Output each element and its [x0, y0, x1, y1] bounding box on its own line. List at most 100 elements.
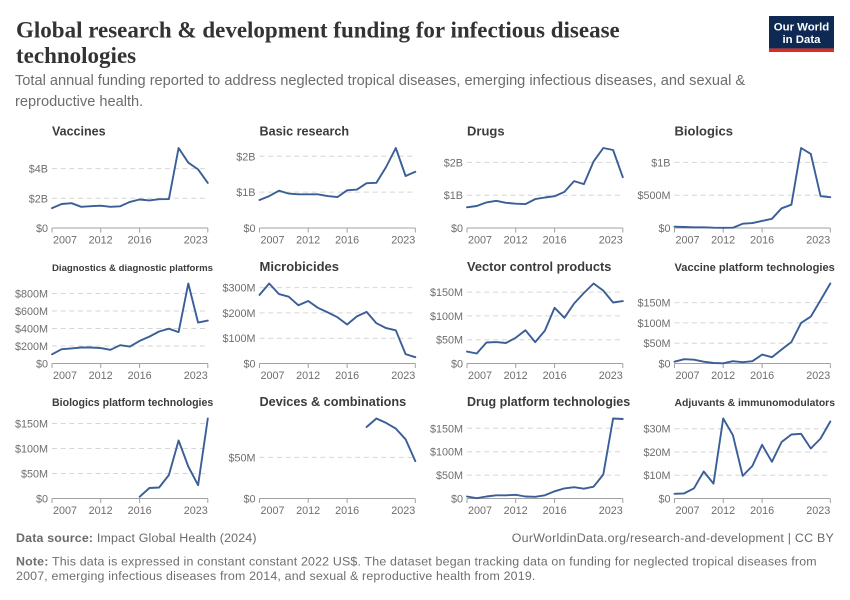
svg-text:in Data: in Data	[783, 34, 822, 46]
svg-text:2012: 2012	[504, 505, 528, 517]
svg-text:technologies: technologies	[16, 43, 136, 68]
svg-text:Vaccines: Vaccines	[52, 125, 106, 139]
svg-text:2012: 2012	[296, 505, 320, 517]
svg-text:2016: 2016	[543, 370, 567, 382]
svg-text:$800M: $800M	[15, 289, 48, 301]
svg-text:2007: 2007	[53, 505, 77, 517]
svg-text:2012: 2012	[504, 370, 528, 382]
svg-text:2007: 2007	[261, 505, 285, 517]
svg-text:$100M: $100M	[430, 311, 463, 323]
svg-text:$0: $0	[36, 494, 48, 506]
svg-text:$0: $0	[243, 494, 255, 506]
svg-text:Microbicides: Microbicides	[260, 259, 339, 274]
svg-text:$0: $0	[658, 359, 670, 371]
svg-text:Diagnostics & diagnostic platf: Diagnostics & diagnostic platforms	[52, 263, 213, 274]
svg-text:2007, emerging infectious dise: 2007, emerging infectious diseases from …	[16, 569, 536, 583]
svg-text:2016: 2016	[750, 235, 774, 247]
svg-text:2007: 2007	[468, 505, 492, 517]
svg-text:2007: 2007	[468, 235, 492, 247]
svg-text:2023: 2023	[806, 370, 830, 382]
svg-text:$200M: $200M	[222, 308, 255, 320]
svg-text:Drugs: Drugs	[467, 124, 505, 139]
svg-text:2007: 2007	[261, 370, 285, 382]
svg-text:2007: 2007	[676, 235, 700, 247]
svg-text:Total annual funding reported: Total annual funding reported to address…	[15, 73, 745, 89]
svg-text:reproductive health.: reproductive health.	[15, 94, 143, 110]
svg-text:2023: 2023	[391, 235, 415, 247]
svg-text:Devices & combinations: Devices & combinations	[260, 395, 407, 409]
svg-text:2007: 2007	[676, 505, 700, 517]
svg-text:$500M: $500M	[637, 190, 670, 202]
svg-text:$0: $0	[243, 359, 255, 371]
svg-text:$0: $0	[36, 359, 48, 371]
svg-text:2023: 2023	[184, 235, 208, 247]
svg-text:Data source: Impact Global Hea: Data source: Impact Global Health (2024)	[16, 531, 257, 545]
svg-text:2023: 2023	[806, 235, 830, 247]
svg-text:$100M: $100M	[637, 318, 670, 330]
svg-text:$0: $0	[451, 223, 463, 235]
svg-text:$150M: $150M	[15, 419, 48, 431]
svg-text:2016: 2016	[128, 505, 152, 517]
svg-text:Vaccine platform technologies: Vaccine platform technologies	[675, 262, 835, 274]
svg-text:2023: 2023	[184, 370, 208, 382]
svg-text:$0: $0	[451, 494, 463, 506]
svg-text:Note: This data is expressed i: Note: This data is expressed in constant…	[16, 555, 817, 569]
svg-text:2023: 2023	[599, 505, 623, 517]
svg-text:2007: 2007	[676, 370, 700, 382]
svg-text:2016: 2016	[128, 235, 152, 247]
svg-text:2023: 2023	[391, 505, 415, 517]
svg-text:2012: 2012	[711, 370, 735, 382]
svg-text:$150M: $150M	[430, 287, 463, 299]
svg-text:Global research & development: Global research & development funding fo…	[16, 17, 620, 42]
svg-text:$2B: $2B	[236, 151, 255, 163]
svg-text:2016: 2016	[750, 370, 774, 382]
svg-text:OurWorldinData.org/research-an: OurWorldinData.org/research-and-developm…	[512, 531, 834, 545]
svg-text:$50M: $50M	[643, 338, 670, 350]
svg-text:$0: $0	[36, 223, 48, 235]
svg-text:2016: 2016	[335, 505, 359, 517]
svg-text:2012: 2012	[504, 235, 528, 247]
svg-text:$50M: $50M	[21, 469, 48, 481]
svg-text:$300M: $300M	[222, 283, 255, 295]
svg-text:Adjuvants & immunomodulators: Adjuvants & immunomodulators	[675, 398, 836, 409]
svg-text:2007: 2007	[53, 235, 77, 247]
svg-text:$400M: $400M	[15, 324, 48, 336]
svg-text:2012: 2012	[296, 235, 320, 247]
svg-text:$50M: $50M	[228, 452, 255, 464]
svg-text:Vector control products: Vector control products	[467, 259, 611, 274]
svg-text:$2B: $2B	[444, 157, 463, 169]
svg-text:2016: 2016	[543, 235, 567, 247]
svg-text:2007: 2007	[468, 370, 492, 382]
svg-text:2016: 2016	[750, 505, 774, 517]
svg-text:Drug platform technologies: Drug platform technologies	[467, 395, 630, 409]
svg-text:$600M: $600M	[15, 306, 48, 318]
svg-text:$10M: $10M	[643, 470, 670, 482]
svg-text:$1B: $1B	[651, 157, 670, 169]
svg-text:$1B: $1B	[444, 190, 463, 202]
svg-text:$200M: $200M	[15, 341, 48, 353]
svg-text:$0: $0	[658, 223, 670, 235]
svg-text:2016: 2016	[128, 370, 152, 382]
svg-text:$100M: $100M	[15, 444, 48, 456]
svg-text:2023: 2023	[599, 235, 623, 247]
svg-text:2012: 2012	[711, 505, 735, 517]
svg-text:$2B: $2B	[29, 193, 48, 205]
svg-text:$20M: $20M	[643, 447, 670, 459]
svg-text:$100M: $100M	[430, 447, 463, 459]
svg-text:2012: 2012	[711, 235, 735, 247]
svg-text:2012: 2012	[296, 370, 320, 382]
svg-text:$0: $0	[658, 494, 670, 506]
svg-text:$100M: $100M	[222, 333, 255, 345]
svg-text:2023: 2023	[391, 370, 415, 382]
svg-text:2016: 2016	[335, 235, 359, 247]
svg-text:$4B: $4B	[29, 164, 48, 176]
svg-text:2012: 2012	[89, 235, 113, 247]
svg-text:$0: $0	[451, 359, 463, 371]
svg-text:$50M: $50M	[436, 335, 463, 347]
svg-text:2023: 2023	[184, 505, 208, 517]
svg-text:$50M: $50M	[436, 470, 463, 482]
svg-text:Biologics: Biologics	[675, 124, 734, 139]
svg-text:2012: 2012	[89, 370, 113, 382]
svg-text:2023: 2023	[599, 370, 623, 382]
svg-text:Our World: Our World	[774, 21, 830, 33]
